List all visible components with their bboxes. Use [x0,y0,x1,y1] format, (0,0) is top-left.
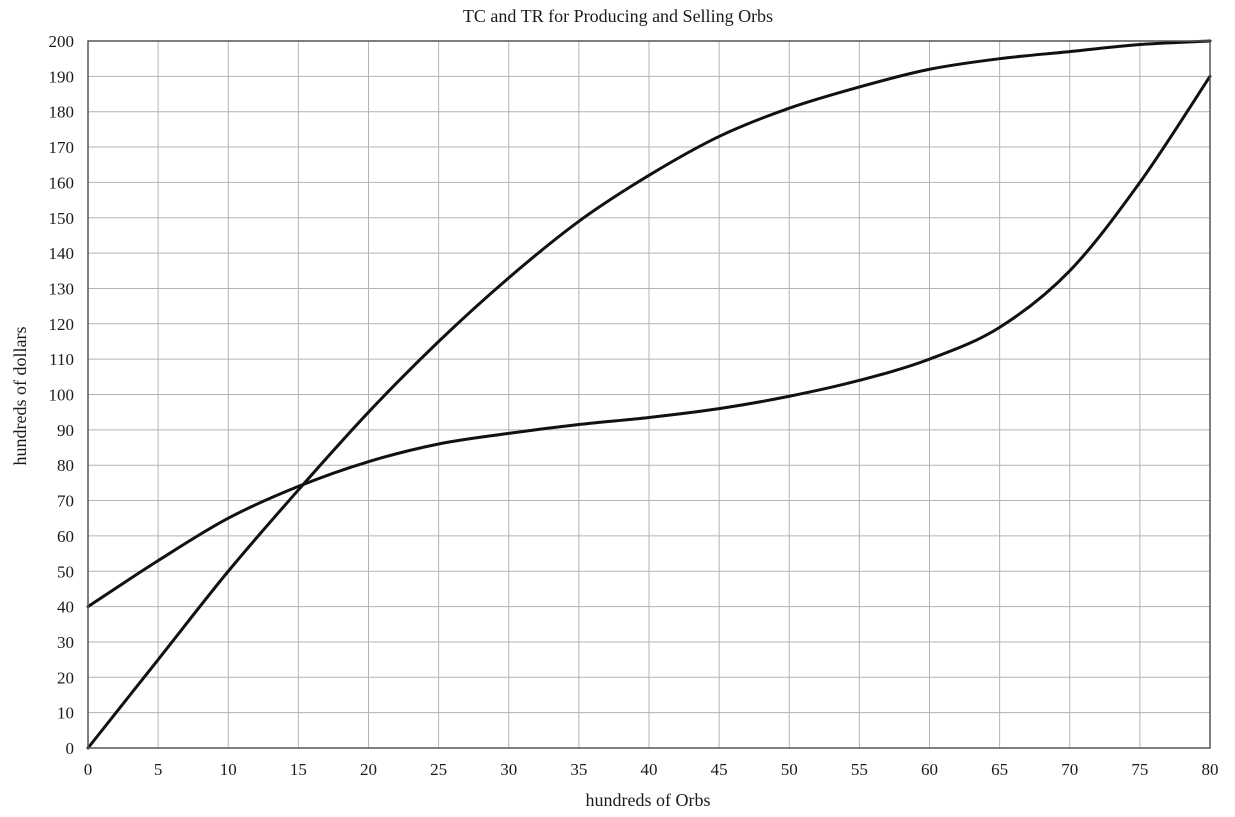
x-tick-label: 60 [921,760,938,779]
y-tick-label: 30 [57,633,74,652]
y-tick-label: 110 [49,350,74,369]
y-tick-label: 190 [49,67,75,86]
y-tick-label: 60 [57,527,74,546]
series-line-1 [86,39,1212,750]
x-tick-label: 15 [290,760,307,779]
y-tick-label: 100 [49,386,75,405]
series-line-2 [86,74,1212,609]
y-tick-label: 150 [49,209,75,228]
x-tick-label: 25 [430,760,447,779]
y-tick-label: 90 [57,421,74,440]
x-tick-label: 0 [84,760,93,779]
x-tick-label: 50 [781,760,798,779]
x-tick-label: 5 [154,760,163,779]
x-axis-label: hundreds of Orbs [586,790,711,810]
y-tick-label: 50 [57,562,74,581]
y-tick-label: 140 [49,244,75,263]
x-tick-label: 55 [851,760,868,779]
x-tick-label: 80 [1202,760,1219,779]
grid [87,40,1211,749]
y-tick-label: 130 [49,279,75,298]
y-tick-label: 180 [49,103,75,122]
y-tick-label: 160 [49,173,75,192]
y-tick-label: 70 [57,492,74,511]
x-tick-label: 70 [1061,760,1078,779]
x-tick-label: 65 [991,760,1008,779]
y-tick-label: 0 [66,739,75,758]
y-tick-label: 120 [49,315,75,334]
x-tick-label: 10 [220,760,237,779]
x-tick-label: 75 [1131,760,1148,779]
y-tick-label: 40 [57,598,74,617]
x-tick-label: 30 [500,760,517,779]
x-axis-ticks: 0 5 10 15 20 25 30 35 40 45 50 55 60 65 70 75 80 [84,760,1219,779]
y-tick-label: 200 [49,32,75,51]
x-tick-label: 40 [641,760,658,779]
series-lines [86,39,1212,750]
x-tick-label: 35 [570,760,587,779]
y-tick-label: 80 [57,456,74,475]
y-tick-label: 170 [49,138,75,157]
x-tick-label: 20 [360,760,377,779]
chart-title: TC and TR for Producing and Selling Orbs [463,6,773,26]
y-axis-ticks: 0 10 20 30 40 50 60 70 80 90 100 110 120 130 140 150 160… [49,32,75,758]
y-axis-label: hundreds of dollars [10,327,30,466]
plot-frame [87,40,1211,749]
y-tick-label: 20 [57,668,74,687]
x-tick-label: 45 [711,760,728,779]
y-tick-label: 10 [57,704,74,723]
